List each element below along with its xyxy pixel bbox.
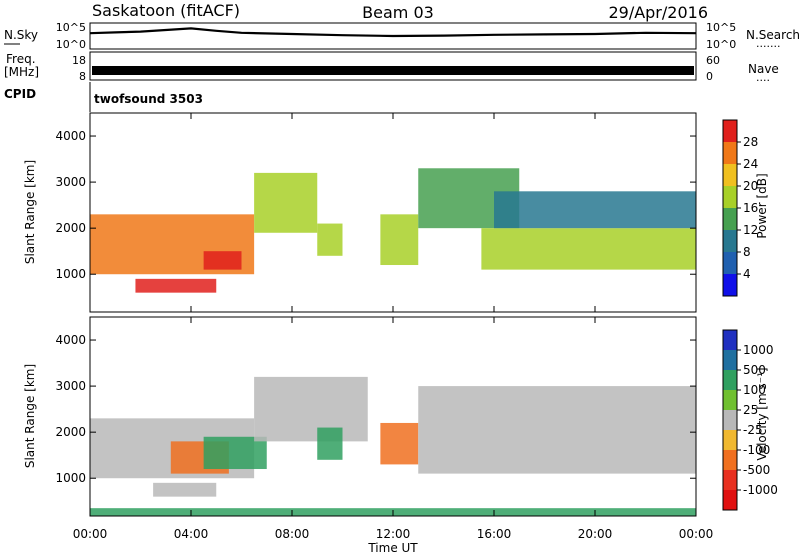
velocity-colorbar-label: Velocity [m s⁻¹] [755,367,769,460]
date-title: 29/Apr/2016 [608,3,708,22]
velocity-colorbar-frame [722,329,738,511]
power-colorbar-label: Power [dB] [755,173,769,238]
velocity-region [418,386,696,474]
power-colorbar-swatch [723,186,737,208]
noise-right-legend-dots: ······· [756,40,780,53]
power-colorbar-tick-label: 28 [743,135,758,149]
power-ytick-label: 2000 [55,221,86,235]
power-colorbar-swatch [723,120,737,142]
power-colorbar-tick-label: 20 [743,179,758,193]
power-ytick-label: 3000 [55,175,86,189]
power-region [317,223,343,256]
freq-panel-frame [89,51,697,81]
power-region [380,214,419,266]
freq-left-tick-bottom: 8 [79,70,86,83]
beam-title: Beam 03 [362,3,434,22]
velocity-ytick-label: 2000 [55,425,86,439]
x-tick-label: 16:00 [477,527,512,541]
noise-right-label: N.Search [746,28,800,42]
velocity-colorbar: 1000 500 100 25 -25 -100 -500 -1000 [722,329,778,511]
freq-right-tick-bottom: 0 [706,70,713,83]
power-region [494,191,696,229]
velocity-colorbar-tick-label: 100 [743,383,766,397]
cpid-value: twofsound 3503 [94,92,203,106]
velocity-region [153,482,217,497]
freq-left-label-2: [MHz] [4,65,39,79]
x-tick-label: 08:00 [275,527,310,541]
velocity-ylabel: Slant Range [km] [23,364,37,468]
velocity-colorbar-tick-label: -100 [743,443,770,457]
velocity-region [254,376,368,442]
power-colorbar-swatch [723,252,737,274]
power-region [203,251,242,270]
x-tick-label: 12:00 [376,527,411,541]
power-colorbar-tick-label: 4 [743,267,751,281]
velocity-colorbar-swatch [723,410,737,430]
power-ytick-label: 1000 [55,267,86,281]
x-tick-label: 20:00 [578,527,613,541]
velocity-colorbar-swatch [723,430,737,450]
velocity-colorbar-swatch [723,450,737,470]
velocity-colorbar-swatch [723,370,737,390]
time-x-axis: 00:00 04:00 08:00 12:00 16:00 20:00 00:00 [73,113,714,541]
velocity-colorbar-swatch [723,490,737,510]
power-colorbar-swatch [723,208,737,230]
power-colorbar-swatch [723,230,737,252]
velocity-region [380,422,419,465]
freq-right-tick-top: 60 [706,54,720,67]
power-y-axis: 4000 3000 2000 1000 [55,129,696,281]
power-region [135,278,217,293]
noise-left-tick-bottom: 10^0 [56,38,86,51]
noise-right-tick-bottom: 10^0 [706,38,736,51]
noise-left-label: N.Sky [4,28,38,42]
freq-left-tick-top: 18 [72,54,86,67]
power-colorbar-swatch [723,142,737,164]
velocity-colorbar-swatch [723,390,737,410]
freq-series-bar [92,66,694,75]
noise-right-tick-top: 10^5 [706,21,736,34]
power-ylabel: Slant Range [km] [23,160,37,264]
velocity-colorbar-swatch [723,330,737,350]
velocity-region [203,436,267,470]
power-colorbar: 28 24 20 16 12 8 4 [722,119,758,297]
velocity-colorbar-tick-label: 25 [743,403,758,417]
freq-left-label-1: Freq. [6,52,36,66]
velocity-region [317,427,343,460]
power-colorbar-tick-label: 16 [743,201,758,215]
velocity-colorbar-swatch [723,350,737,370]
power-colorbar-swatch [723,274,737,296]
power-region [254,172,318,233]
velocity-colorbar-tick-label: -1000 [743,483,778,497]
velocity-ytick-label: 3000 [55,379,86,393]
x-axis-label: Time UT [367,541,418,554]
noise-series-line [89,27,697,38]
velocity-colorbar-tick-label: -500 [743,463,770,477]
x-tick-label: 00:00 [679,527,714,541]
velocity-heatmap [90,376,696,516]
power-colorbar-tick-label: 8 [743,245,751,259]
nave-legend-dots: ···· [756,74,770,87]
power-colorbar-tick-label: 12 [743,223,758,237]
x-tick-label: 00:00 [73,527,108,541]
velocity-colorbar-tick-label: -25 [743,423,763,437]
noise-left-tick-top: 10^5 [56,21,86,34]
power-ytick-label: 4000 [55,129,86,143]
power-region [481,228,696,270]
velocity-colorbar-tick-label: 500 [743,363,766,377]
velocity-y-axis: 4000 3000 2000 1000 [55,333,696,485]
power-colorbar-swatch [723,164,737,186]
velocity-ytick-label: 4000 [55,333,86,347]
cpid-label: CPID [4,87,36,101]
velocity-colorbar-tick-label: 1000 [743,343,774,357]
nave-label: Nave [748,62,779,76]
power-colorbar-tick-label: 24 [743,157,758,171]
power-heatmap [90,168,696,293]
noise-panel-frame [89,22,697,50]
velocity-ytick-label: 1000 [55,471,86,485]
x-tick-label: 04:00 [174,527,209,541]
station-title: Saskatoon (fitACF) [92,1,240,20]
velocity-colorbar-swatch [723,470,737,490]
